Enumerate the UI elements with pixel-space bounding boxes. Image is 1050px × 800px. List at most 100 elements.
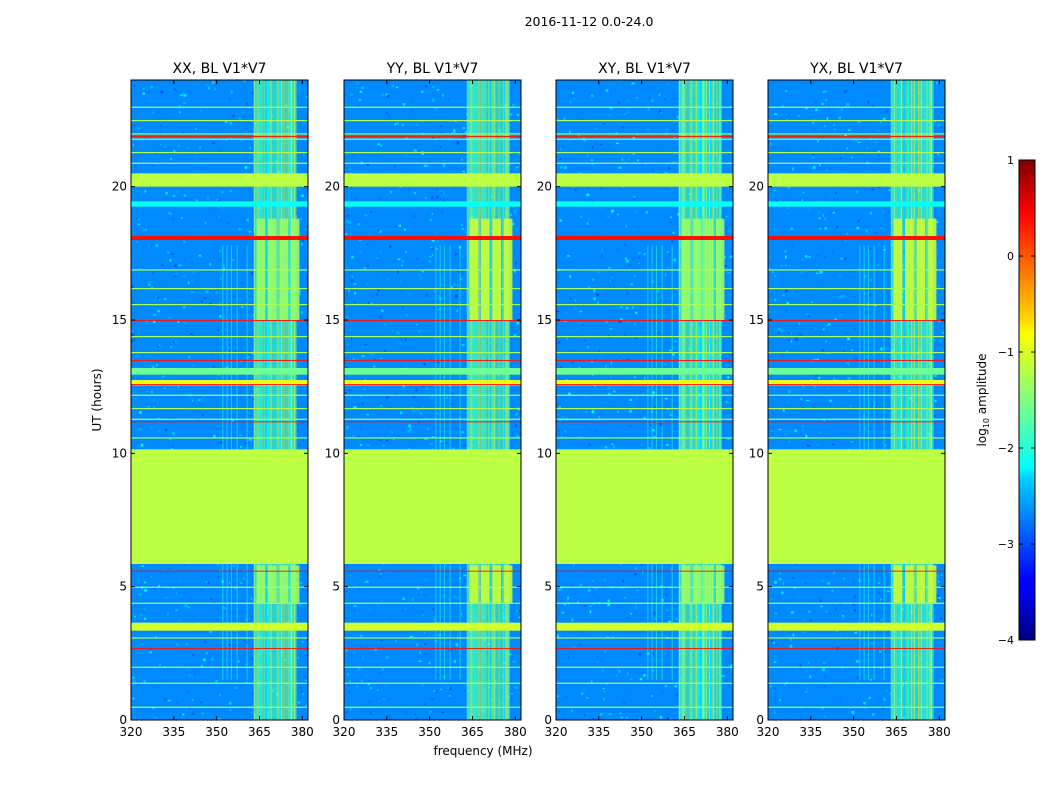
noise-pixel xyxy=(455,432,459,436)
noise-pixel xyxy=(824,125,826,128)
noise-pixel xyxy=(514,686,518,690)
noise-pixel xyxy=(594,142,598,145)
noise-pixel xyxy=(435,196,438,200)
noise-pixel xyxy=(353,605,357,607)
noise-pixel xyxy=(586,154,589,157)
noise-pixel xyxy=(580,259,582,261)
x-tick-label: 365 xyxy=(461,725,484,739)
noise-pixel xyxy=(626,716,628,719)
noise-pixel xyxy=(204,166,207,169)
noise-pixel xyxy=(855,139,858,142)
noise-pixel xyxy=(604,649,607,653)
noise-pixel xyxy=(348,574,352,576)
rfi-column xyxy=(502,80,504,720)
noise-pixel xyxy=(416,408,420,412)
noise-pixel xyxy=(826,325,828,327)
noise-pixel xyxy=(465,313,468,316)
noise-pixel xyxy=(187,606,190,609)
noise-pixel xyxy=(415,210,419,214)
noise-pixel xyxy=(305,277,308,281)
noise-pixel xyxy=(185,360,189,364)
noise-pixel xyxy=(857,141,861,143)
noise-pixel xyxy=(724,265,728,267)
rfi-block xyxy=(715,565,725,603)
noise-pixel xyxy=(653,345,655,349)
noise-pixel xyxy=(572,563,575,566)
noise-pixel xyxy=(374,358,377,361)
noise-pixel xyxy=(159,283,162,286)
noise-pixel xyxy=(597,416,601,419)
noise-pixel xyxy=(835,378,839,381)
noise-pixel xyxy=(664,273,667,276)
noise-pixel xyxy=(730,108,733,112)
rfi-column xyxy=(289,80,291,720)
noise-pixel xyxy=(730,632,733,634)
noise-pixel xyxy=(607,386,610,390)
noise-pixel xyxy=(845,346,847,350)
noise-pixel xyxy=(205,290,209,294)
noise-pixel xyxy=(407,688,409,690)
noise-pixel xyxy=(348,289,351,293)
noise-pixel xyxy=(670,216,673,219)
noise-pixel xyxy=(192,365,194,367)
noise-pixel xyxy=(790,638,793,641)
noise-pixel xyxy=(435,248,439,250)
rfi-column xyxy=(283,80,286,720)
noise-pixel xyxy=(380,302,383,305)
bright-band xyxy=(768,173,945,187)
noise-pixel xyxy=(168,317,171,319)
noise-pixel xyxy=(724,281,727,283)
noise-pixel xyxy=(838,116,841,120)
noise-pixel xyxy=(159,663,161,666)
noise-pixel xyxy=(824,99,827,101)
noise-pixel xyxy=(775,612,777,615)
noise-pixel xyxy=(603,362,606,366)
noise-pixel xyxy=(463,574,467,577)
noise-pixel xyxy=(576,328,580,330)
noise-pixel xyxy=(188,81,191,83)
rfi-column xyxy=(476,80,479,720)
noise-pixel xyxy=(567,265,570,269)
noise-pixel xyxy=(182,306,186,309)
rfi-column xyxy=(469,80,472,720)
noise-pixel xyxy=(183,591,186,593)
noise-pixel xyxy=(634,323,636,327)
noise-pixel xyxy=(415,710,417,714)
noise-pixel xyxy=(813,378,817,381)
rfi-column xyxy=(290,80,293,720)
thin-hline xyxy=(344,637,521,639)
thin-hline xyxy=(344,152,521,154)
rfi-column xyxy=(917,80,920,720)
noise-pixel xyxy=(866,230,868,234)
noise-pixel xyxy=(666,713,670,716)
noise-pixel xyxy=(132,676,135,680)
y-tick-label: 20 xyxy=(112,180,127,194)
noise-pixel xyxy=(581,692,584,695)
colorbar-tick-label: 1 xyxy=(1007,154,1014,167)
noise-pixel xyxy=(358,98,362,102)
noise-pixel xyxy=(869,293,872,296)
noise-pixel xyxy=(429,265,431,267)
noise-pixel xyxy=(569,349,573,352)
noise-pixel xyxy=(823,419,825,422)
noise-pixel xyxy=(624,113,626,115)
noise-pixel xyxy=(613,312,617,315)
rfi-column xyxy=(260,80,263,720)
noise-pixel xyxy=(190,409,193,412)
noise-pixel xyxy=(625,416,627,418)
noise-pixel xyxy=(629,398,633,401)
noise-pixel xyxy=(419,412,423,415)
noise-pixel xyxy=(160,310,164,313)
noise-pixel xyxy=(457,634,459,638)
noise-pixel xyxy=(871,613,873,616)
noise-pixel xyxy=(611,443,614,445)
noise-pixel xyxy=(866,322,869,325)
noise-pixel xyxy=(666,408,670,411)
noise-pixel xyxy=(677,212,680,216)
noise-pixel xyxy=(437,362,440,364)
noise-pixel xyxy=(561,611,565,614)
noise-pixel xyxy=(667,83,670,85)
noise-pixel xyxy=(173,587,175,590)
noise-pixel xyxy=(183,94,187,97)
noise-pixel xyxy=(361,681,363,684)
